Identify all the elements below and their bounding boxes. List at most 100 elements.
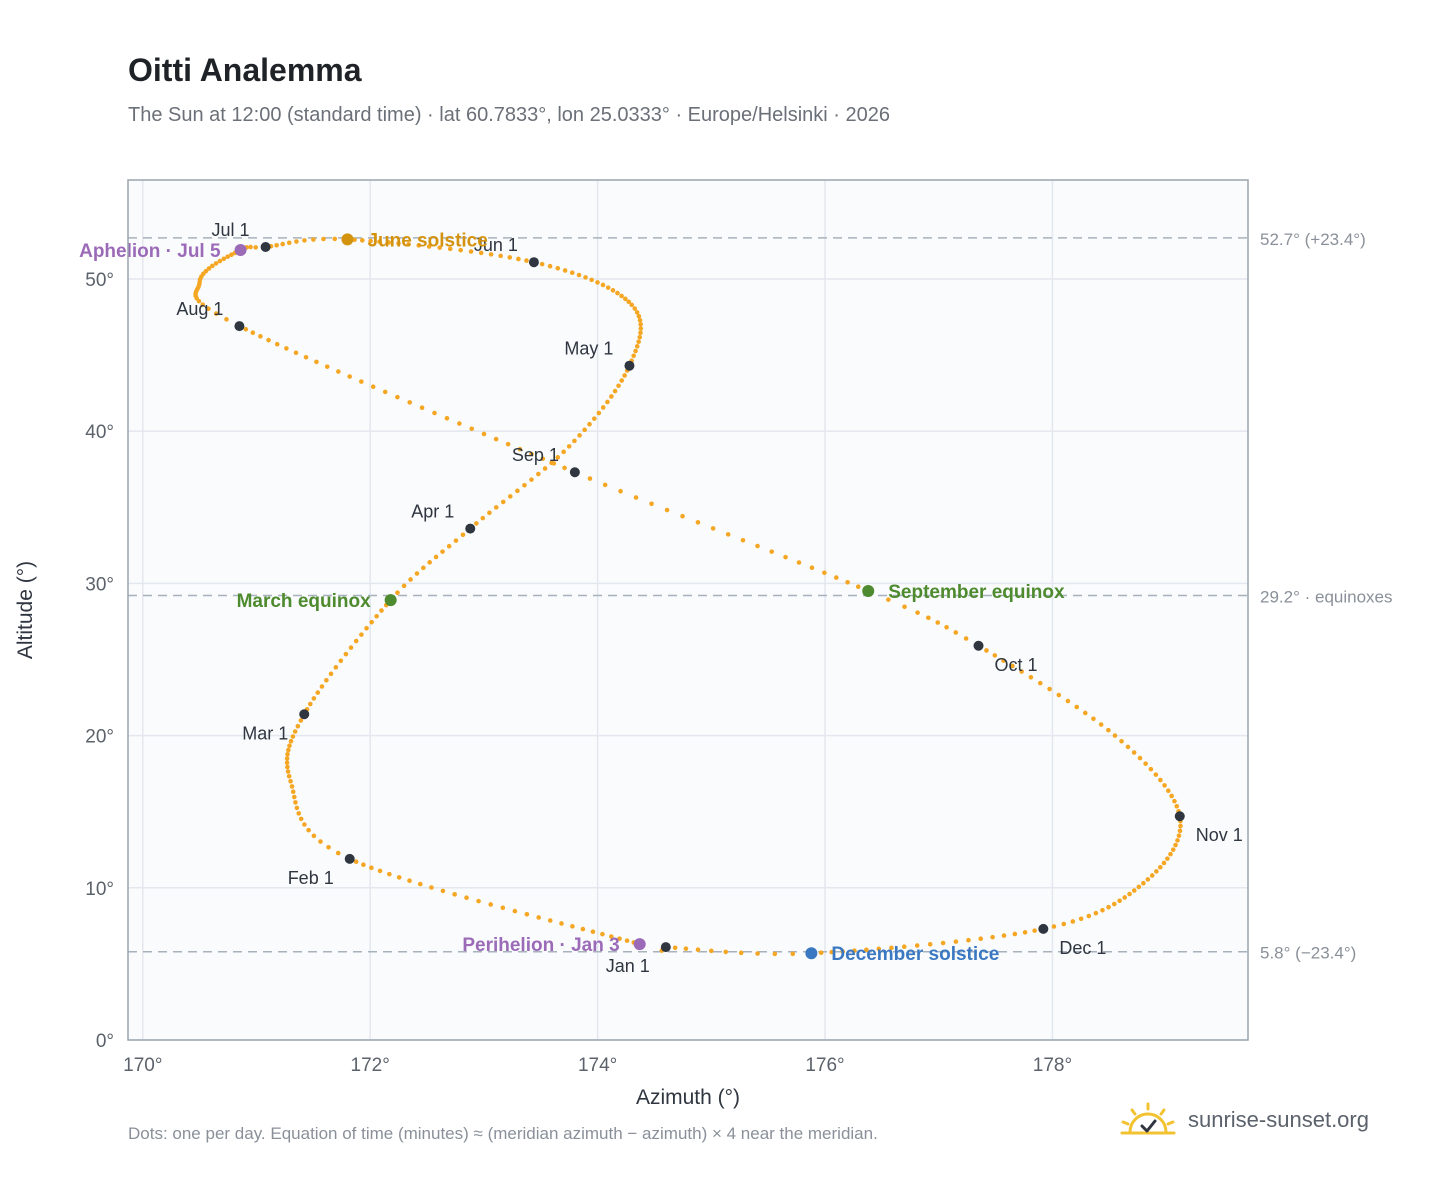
path-dot (206, 306, 211, 312)
path-dot (634, 344, 640, 349)
x-axis-label: Azimuth (°) (636, 1086, 740, 1109)
y-tick-label: 50° (85, 270, 114, 291)
path-dot (421, 565, 426, 571)
path-dot (1176, 833, 1182, 838)
path-dot (833, 575, 839, 580)
path-dot (1170, 847, 1176, 852)
path-dot (1051, 924, 1057, 929)
path-dot (555, 455, 561, 460)
path-dot (444, 415, 450, 421)
path-dot (596, 410, 602, 416)
path-dot (992, 653, 998, 658)
path-dot (1012, 931, 1018, 937)
path-dot (840, 949, 846, 954)
path-dot (290, 789, 296, 795)
plot-area (128, 180, 1248, 1040)
path-dot (845, 579, 850, 585)
month-label: Aug 1 (176, 299, 223, 319)
path-dot (469, 426, 475, 432)
path-dot (1172, 798, 1177, 804)
path-dot (286, 240, 292, 246)
path-dot (294, 805, 300, 811)
path-dot (562, 268, 568, 273)
path-dot (1010, 663, 1015, 669)
event-dot (341, 233, 354, 246)
path-dot (1047, 686, 1052, 692)
path-dot (386, 240, 392, 245)
path-dot (622, 373, 627, 378)
brand[interactable]: sunrise-sunset.org (1120, 1102, 1369, 1138)
path-dot (818, 950, 824, 956)
path-dot (1161, 860, 1167, 866)
month-label: Nov 1 (1196, 825, 1243, 845)
path-dot (250, 330, 256, 336)
x-tick-label: 174° (578, 1055, 617, 1076)
path-dot (319, 684, 325, 689)
path-dot (1111, 901, 1117, 907)
path-dot (314, 359, 319, 365)
path-dot (347, 374, 353, 379)
path-dot (710, 526, 716, 531)
path-dot (206, 266, 212, 271)
path-dot (285, 769, 291, 774)
path-dot (591, 416, 597, 421)
path-dot (555, 265, 561, 271)
path-dot (426, 244, 432, 249)
path-dot (595, 280, 600, 285)
path-dot (683, 946, 689, 951)
month-dot (344, 853, 355, 864)
path-dot (637, 318, 643, 323)
path-dot (324, 364, 330, 369)
path-dot (562, 465, 567, 471)
path-dot (488, 252, 494, 257)
path-dot (587, 476, 593, 481)
path-dot (210, 263, 215, 269)
month-label: Jun 1 (474, 235, 518, 255)
path-dot (638, 322, 643, 327)
path-dot (1078, 916, 1084, 922)
reference-lines: 52.7° (+23.4°) 29.2° · equinoxes 5.8° (−23… (128, 230, 1393, 963)
path-dot (306, 827, 311, 833)
path-dot (886, 597, 891, 602)
path-dot (1141, 880, 1146, 886)
path-dot (440, 888, 446, 894)
path-dot (303, 354, 309, 360)
path-dot (368, 238, 373, 244)
path-dot (1028, 674, 1034, 680)
path-dot (437, 245, 442, 250)
path-dot (1122, 895, 1128, 900)
event-label: Aphelion · Jul 5 (79, 241, 221, 262)
path-dot (605, 285, 611, 290)
path-dot (576, 272, 582, 278)
path-dot (695, 947, 701, 953)
path-dot (966, 937, 971, 943)
path-dot (318, 839, 323, 844)
event-dot (633, 938, 646, 951)
path-dot (587, 421, 592, 427)
path-dot (359, 379, 364, 384)
month-dot (973, 640, 984, 651)
path-dot (333, 665, 339, 670)
path-dot (338, 658, 344, 664)
path-dot (610, 288, 616, 293)
path-dot (524, 911, 530, 917)
path-dot (1149, 873, 1155, 878)
path-dot (1022, 930, 1028, 935)
path-dot (1082, 710, 1088, 716)
month-label: Jul 1 (212, 220, 250, 240)
path-dot (200, 302, 206, 307)
path-dot (302, 822, 307, 827)
path-dot (336, 369, 341, 374)
path-dot (229, 252, 234, 258)
path-dot (755, 951, 760, 956)
path-dot (725, 532, 731, 537)
path-dot (487, 510, 492, 516)
path-dot (290, 734, 296, 739)
month-dot (1174, 811, 1185, 822)
path-dot (695, 520, 701, 525)
path-dot (901, 944, 907, 950)
path-dot (1106, 727, 1111, 733)
x-tick-label: 178° (1033, 1055, 1072, 1076)
path-dot (476, 898, 481, 904)
path-dot (395, 394, 400, 400)
